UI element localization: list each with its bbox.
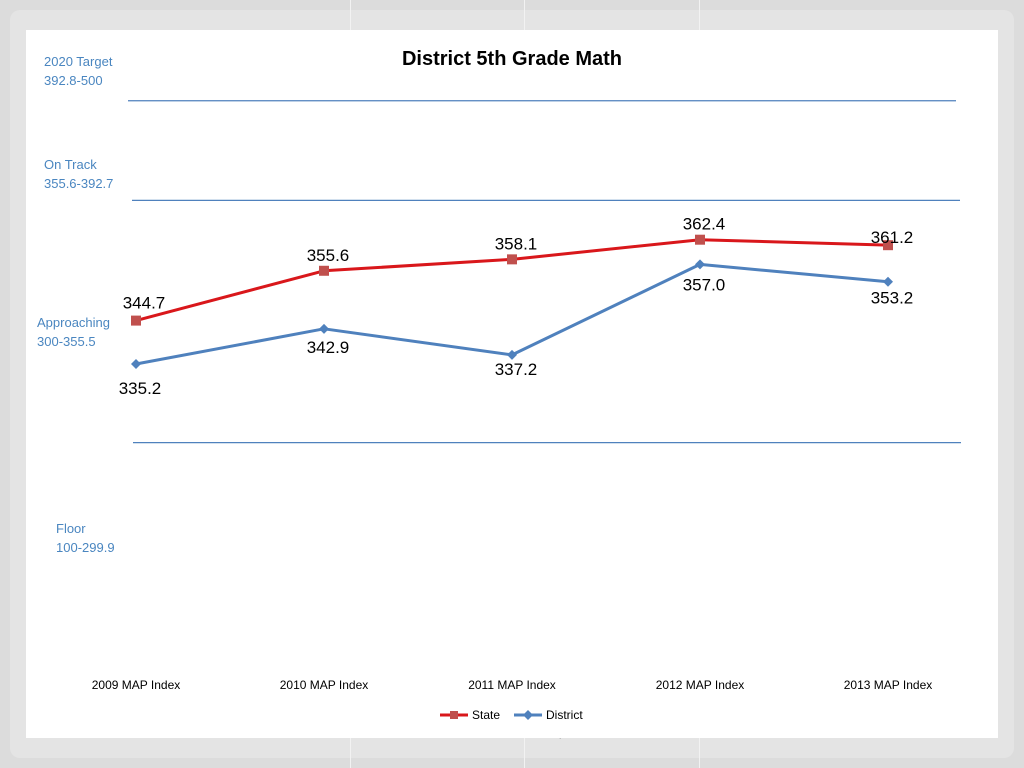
band-label-floor: Floor [56,521,86,536]
state-point-1 [319,265,329,276]
district-point-2 [507,349,517,360]
band-range-approaching: 300-355.5 [37,334,96,349]
district-point-4 [883,276,893,287]
legend-district-label: District [546,708,583,722]
district-value-label: 337.2 [495,360,538,379]
band-label-on-track: On Track [44,157,97,172]
chart-area [26,30,998,738]
slide-grid-line [699,0,700,30]
legend-district-marker [523,710,533,720]
slide-grid-line [699,738,700,768]
chart-title: District 5th Grade Math [402,48,622,70]
district-point-3 [695,259,705,270]
x-tick-label: 2009 MAP Index [92,678,181,692]
x-tick-label: 2011 MAP Index [468,678,556,692]
state-point-2 [507,254,517,265]
x-tick-label: 2012 MAP Index [656,678,745,692]
band-range-on-track: 355.6-392.7 [44,176,113,191]
band-label-target: 2020 Target [44,54,113,69]
district-value-label: 335.2 [119,379,162,398]
state-value-label: 361.2 [871,228,914,247]
district-series-line [135,262,889,366]
slide-grid-line [524,0,525,30]
state-value-label: 355.6 [307,246,350,265]
legend-state-marker [450,711,458,719]
band-label-approaching: Approaching [37,315,110,330]
district-point-0 [131,359,141,370]
x-tick-label: 2013 MAP Index [844,678,933,692]
state-value-label: 358.1 [495,234,538,253]
state-point-4 [883,240,893,251]
band-range-target: 392.8-500 [44,73,103,88]
district-value-label: 342.9 [307,338,350,357]
slide-grid-line [524,738,525,768]
x-tick-label: 2010 MAP Index [280,678,369,692]
state-value-label: 362.4 [683,215,726,234]
slide-grid-line [350,0,351,30]
chart-legend: State District [440,708,583,722]
district-point-1 [319,323,329,334]
state-point-0 [131,315,141,326]
state-point-3 [695,234,705,245]
district-value-label: 357.0 [683,275,726,294]
legend-state-label: State [472,708,500,722]
band-range-floor: 100-299.9 [56,540,115,555]
district-value-label: 353.2 [871,289,914,308]
state-value-label: 344.7 [123,294,166,313]
slide-grid-line [350,738,351,768]
